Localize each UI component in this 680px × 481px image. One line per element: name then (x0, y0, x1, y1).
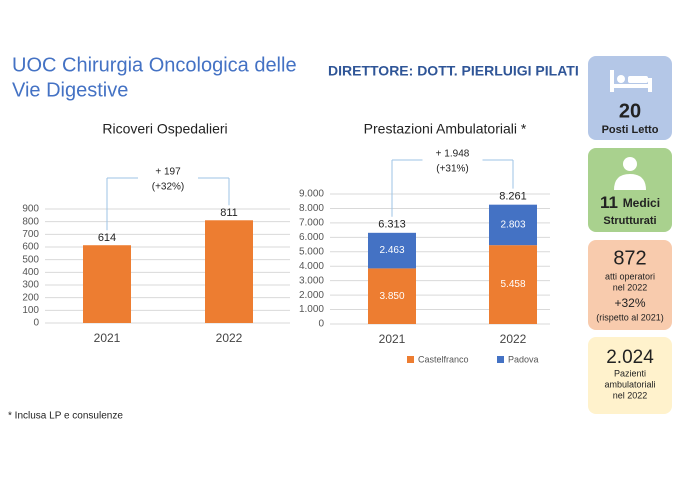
box (588, 56, 672, 140)
label: Posti Letto (602, 124, 659, 136)
y-tick-label: 100 (22, 305, 39, 316)
bar-segment (489, 204, 537, 246)
y-tick-label: 9.000 (299, 189, 324, 200)
value-label: 2.803 (500, 220, 525, 231)
label: nel 2022 (613, 282, 648, 292)
y-tick-label: 500 (22, 254, 39, 265)
bar-segment (489, 245, 537, 324)
title: Vie Digestive (12, 79, 128, 101)
number: 872 (613, 247, 646, 269)
y-tick-label: 2.000 (299, 290, 324, 301)
y-tick-label: 400 (22, 267, 39, 278)
y-tick-label: 600 (22, 242, 39, 253)
number: 20 (619, 100, 641, 122)
y-tick-label: 0 (318, 319, 324, 330)
label: nel 2022 (613, 390, 648, 400)
annotation: + 197 (155, 167, 181, 178)
extra: +32% (614, 296, 645, 310)
y-tick-label: 4.000 (299, 261, 324, 272)
value-label: 2.463 (379, 245, 404, 256)
x-tick-label: 2021 (379, 332, 406, 346)
y-tick-label: 1.000 (299, 304, 324, 315)
chart-title: Ricoveri Ospedalieri (102, 121, 227, 137)
doctor-icon (614, 157, 646, 190)
bar (205, 220, 253, 323)
y-tick-label: 900 (22, 204, 39, 215)
legend-swatch (497, 356, 504, 363)
title: UOC Chirurgia Oncologica delle (12, 54, 297, 76)
bed-icon (610, 70, 652, 92)
y-tick-label: 300 (22, 280, 39, 291)
chart-title: Prestazioni Ambulatoriali * (364, 121, 527, 137)
total-label: 6.313 (378, 219, 406, 231)
value-label: 811 (220, 207, 238, 219)
director: DIRETTORE: DOTT. PIERLUIGI PILATI (328, 63, 579, 79)
x-tick-label: 2021 (94, 331, 121, 345)
bar-segment (368, 268, 416, 324)
y-tick-label: 200 (22, 292, 39, 303)
y-tick-label: 700 (22, 229, 39, 240)
y-tick-label: 5.000 (299, 246, 324, 257)
footnote: * Inclusa LP e consulenze (8, 411, 123, 422)
box (588, 337, 672, 414)
y-tick-label: 7.000 (299, 218, 324, 229)
annotation: (+32%) (152, 182, 185, 193)
number: 11 Medici (600, 193, 660, 212)
value-label: 614 (98, 232, 116, 244)
y-tick-label: 6.000 (299, 232, 324, 243)
annotation: (+31%) (436, 164, 469, 175)
label: Strutturati (603, 215, 656, 227)
y-tick-label: 0 (33, 318, 39, 329)
box (588, 240, 672, 330)
label: ambulatoriali (604, 379, 655, 389)
annotation: + 1.948 (436, 149, 470, 160)
bar-segment (368, 232, 416, 269)
y-tick-label: 3.000 (299, 275, 324, 286)
number: 2.024 (606, 347, 654, 368)
legend-label: Padova (508, 354, 539, 364)
value-label: 3.850 (379, 291, 404, 302)
label: Pazienti (614, 368, 646, 378)
legend-swatch (407, 356, 414, 363)
y-tick-label: 800 (22, 216, 39, 227)
bar (83, 245, 131, 323)
x-tick-label: 2022 (500, 332, 527, 346)
label: atti operatori (605, 271, 655, 281)
extra-note: (rispetto al 2021) (596, 312, 664, 322)
total-label: 8.261 (499, 191, 527, 203)
legend-label: Castelfranco (418, 354, 469, 364)
x-tick-label: 2022 (216, 331, 243, 345)
value-label: 5.458 (500, 279, 525, 290)
y-tick-label: 8.000 (299, 203, 324, 214)
